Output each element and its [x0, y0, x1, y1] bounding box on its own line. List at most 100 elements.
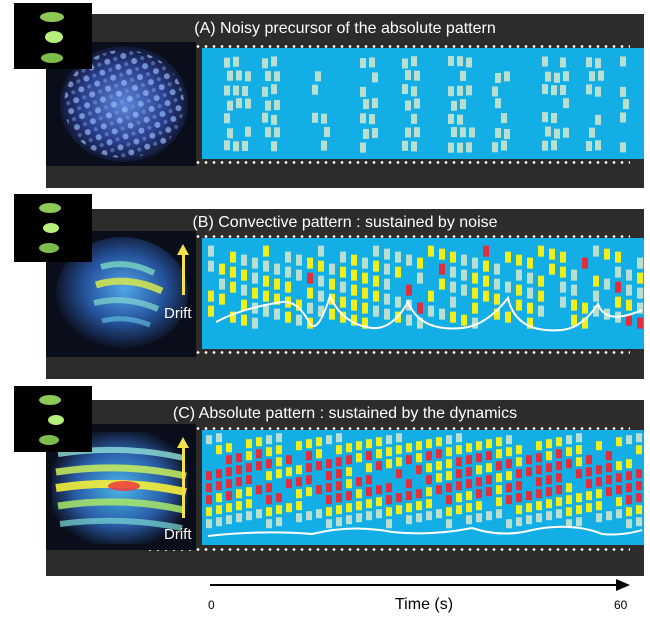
- pattern-mark: [450, 281, 456, 293]
- pattern-mark: [426, 499, 432, 509]
- pattern-mark: [396, 469, 402, 479]
- pattern-mark: [266, 495, 272, 505]
- pattern-mark: [208, 245, 214, 257]
- pattern-mark: [263, 260, 269, 272]
- pattern-mark: [637, 317, 643, 329]
- pattern-mark: [395, 266, 401, 278]
- pattern-mark: [545, 126, 551, 137]
- pattern-mark: [483, 275, 489, 287]
- pattern-mark: [476, 489, 482, 499]
- pattern-mark: [386, 459, 392, 469]
- pattern-mark: [372, 98, 378, 109]
- pattern-mark: [395, 296, 401, 308]
- pattern-mark: [307, 272, 313, 284]
- pattern-mark: [241, 284, 247, 296]
- pattern-mark: [384, 278, 390, 290]
- pattern-mark: [416, 441, 422, 451]
- pattern-mark: [506, 435, 512, 445]
- pattern-mark: [246, 463, 252, 473]
- panel-c-near-field-image: [46, 424, 196, 550]
- panel-a-pattern-svg: [224, 56, 629, 153]
- pattern-mark: [411, 141, 417, 152]
- pattern-mark: [439, 263, 445, 275]
- panel-c-bottom-dots: [146, 548, 630, 551]
- pattern-mark: [472, 287, 478, 299]
- pattern-mark: [346, 455, 352, 465]
- pattern-mark: [336, 433, 342, 443]
- pattern-mark: [326, 483, 332, 493]
- pattern-mark: [216, 505, 222, 515]
- pattern-mark: [266, 447, 272, 457]
- pattern-mark: [386, 483, 392, 493]
- pattern-mark: [208, 305, 214, 317]
- pattern-mark: [545, 71, 551, 82]
- pattern-mark: [556, 497, 562, 507]
- pattern-mark: [405, 127, 411, 138]
- pattern-mark: [595, 58, 601, 69]
- pattern-mark: [296, 314, 302, 326]
- pattern-mark: [494, 308, 500, 320]
- pattern-mark: [316, 449, 322, 459]
- pattern-mark: [265, 100, 271, 111]
- pattern-mark: [336, 457, 342, 467]
- pattern-mark: [466, 142, 472, 153]
- pattern-mark: [266, 459, 272, 469]
- pattern-mark: [620, 56, 626, 67]
- pattern-mark: [226, 491, 232, 501]
- pattern-mark: [506, 459, 512, 469]
- pattern-mark: [516, 505, 522, 515]
- pattern-mark: [586, 455, 592, 465]
- pattern-mark: [456, 469, 462, 479]
- pattern-mark: [620, 86, 626, 97]
- pattern-mark: [245, 98, 251, 109]
- pattern-mark: [494, 278, 500, 290]
- pattern-mark: [262, 58, 268, 69]
- pattern-mark: [271, 56, 277, 67]
- pattern-mark: [426, 463, 432, 473]
- pattern-mark: [230, 266, 236, 278]
- pattern-mark: [263, 245, 269, 257]
- pattern-mark: [315, 71, 321, 82]
- panel-b-top-dots: [146, 235, 630, 238]
- pattern-mark: [265, 127, 271, 138]
- pattern-mark: [542, 112, 548, 123]
- pattern-mark: [576, 445, 582, 455]
- pattern-mark: [402, 58, 408, 69]
- pattern-mark: [636, 505, 642, 515]
- pattern-mark: [496, 497, 502, 507]
- pattern-mark: [362, 317, 368, 329]
- pattern-mark: [226, 479, 232, 489]
- pattern-mark: [230, 251, 236, 263]
- pattern-mark: [362, 257, 368, 269]
- pattern-mark: [351, 269, 357, 281]
- pattern-mark: [351, 284, 357, 296]
- pattern-mark: [246, 439, 252, 449]
- pattern-mark: [586, 141, 592, 152]
- pattern-mark: [566, 447, 572, 457]
- pattern-mark: [346, 491, 352, 501]
- pattern-mark: [461, 254, 467, 266]
- pattern-mark: [446, 495, 452, 505]
- pattern-mark: [560, 266, 566, 278]
- pattern-mark: [516, 493, 522, 503]
- pattern-mark: [560, 84, 566, 95]
- pattern-mark: [563, 71, 569, 82]
- pattern-mark: [396, 445, 402, 455]
- pattern-mark: [606, 475, 612, 485]
- panel-c: (C) Absolute pattern : sustained by the …: [46, 400, 644, 576]
- pattern-mark: [466, 85, 472, 96]
- pattern-mark: [362, 287, 368, 299]
- pattern-mark: [448, 142, 454, 153]
- pattern-mark: [233, 85, 239, 96]
- pattern-mark: [326, 495, 332, 505]
- pattern-mark: [356, 489, 362, 499]
- pattern-mark: [208, 260, 214, 272]
- time-axis-end-label: 60: [614, 598, 628, 612]
- pattern-mark: [318, 260, 324, 272]
- pattern-mark: [589, 127, 595, 138]
- pattern-mark: [526, 491, 532, 501]
- pattern-mark: [242, 86, 248, 97]
- pattern-mark: [466, 515, 472, 525]
- pattern-mark: [263, 290, 269, 302]
- pattern-mark: [516, 254, 522, 266]
